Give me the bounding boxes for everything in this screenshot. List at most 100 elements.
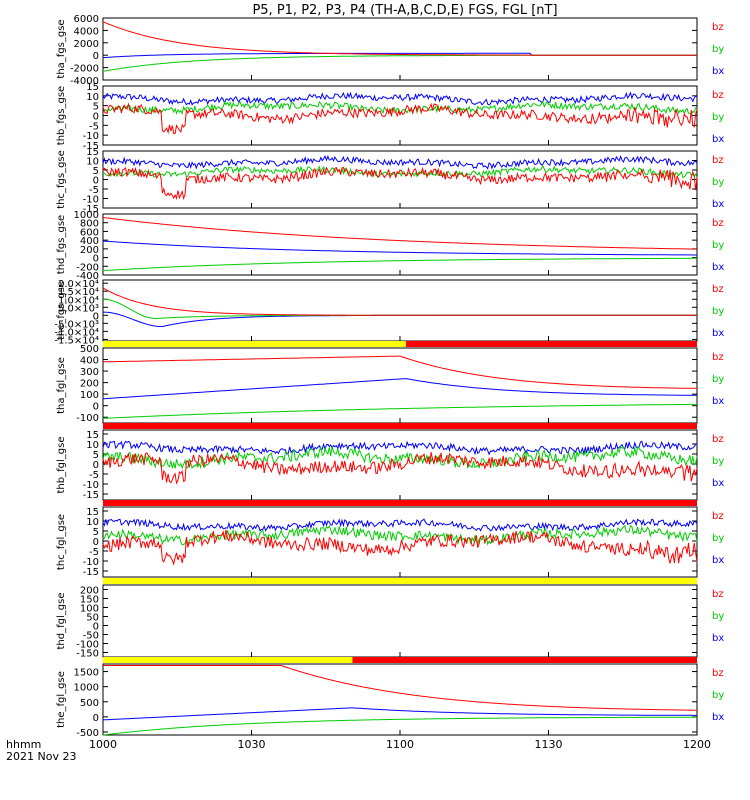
y-tick-label: 2.0×10⁴ <box>58 279 99 290</box>
y-tick-label: 0 <box>93 622 99 633</box>
legend-by: by <box>712 611 724 622</box>
panel-ylabel: thc_fgl_gse <box>56 514 67 570</box>
series-bx <box>102 91 698 106</box>
series-bz <box>102 102 698 135</box>
series-by <box>103 164 698 179</box>
flag-bar-segment <box>352 657 697 663</box>
series-by <box>102 403 698 419</box>
legend-bz: bz <box>712 352 724 363</box>
flag-bar-segment <box>405 341 697 347</box>
y-tick-label: 4000 <box>74 26 99 37</box>
y-tick-label: -10 <box>83 480 99 491</box>
legend-bx: bx <box>712 328 724 339</box>
y-tick-label: -4000 <box>70 76 99 87</box>
legend-by: by <box>712 533 724 544</box>
y-tick-label: 10 <box>86 92 99 103</box>
panel-ylabel: thd_fgl_gse <box>56 593 67 650</box>
y-tick-label: -5 <box>89 185 99 196</box>
y-tick-label: 100 <box>80 604 99 615</box>
series-bx <box>102 240 697 256</box>
series-by <box>102 716 697 736</box>
y-tick-label: 0 <box>93 460 99 471</box>
y-tick-label: -100 <box>76 413 99 424</box>
y-tick-label: 1.0×10⁴ <box>58 295 99 306</box>
y-tick-label: 1000 <box>74 210 99 221</box>
y-tick-label: 0 <box>93 713 99 724</box>
x-tick-label: 1200 <box>683 738 711 751</box>
y-tick-label: 300 <box>80 367 99 378</box>
y-tick-label: 5 <box>93 450 99 461</box>
y-tick-label: 0 <box>93 176 99 187</box>
flag-bar-segment <box>103 578 697 584</box>
legend-bz: bz <box>712 589 724 600</box>
y-tick-label: 0 <box>93 112 99 123</box>
legend-by: by <box>712 177 724 188</box>
panel-the_fgl_gse: the_fgl_gse 1500 1000 500 0 -500 bz by bx <box>56 657 724 739</box>
x-tick-label: 1100 <box>386 738 414 751</box>
y-tick-label: 500 <box>80 698 99 709</box>
y-tick-label: -10 <box>83 195 99 206</box>
panels: tha_fgs_gse 6000400020000-2000-4000bzbybx… <box>54 14 724 739</box>
series-by <box>103 257 697 272</box>
y-tick-label: -200 <box>76 262 99 273</box>
legend-bx: bx <box>712 478 724 489</box>
legend-bz: bz <box>712 284 724 295</box>
y-tick-label: 400 <box>80 356 99 367</box>
panel-ylabel: thc_fgs_gse <box>56 150 67 209</box>
date-label: 2021 Nov 23 <box>6 750 76 763</box>
y-tick-label: 5 <box>93 527 99 538</box>
y-tick-label: -5 <box>89 547 99 558</box>
panel-ylabel: thd_fgs_gse <box>56 215 67 274</box>
y-tick-label: 800 <box>80 219 99 230</box>
y-tick-label: 15 <box>86 147 99 158</box>
flag-bar-segment <box>103 423 697 429</box>
panel-frame <box>102 150 698 209</box>
y-tick-label: -10 <box>83 557 99 568</box>
series-bz <box>103 665 697 711</box>
flag-bar-segment <box>103 341 406 347</box>
series-by <box>102 54 697 72</box>
legend-by: by <box>712 690 724 701</box>
legend-bz: bz <box>712 22 724 33</box>
legend-by: by <box>712 240 724 251</box>
panel-frame <box>102 663 698 736</box>
y-tick-label: 0 <box>93 254 99 265</box>
legend-by: by <box>712 456 724 467</box>
series-bz <box>102 287 697 316</box>
y-tick-label: 10 <box>86 157 99 168</box>
y-tick-label: -15 <box>83 204 99 215</box>
y-tick-label: 1000 <box>74 683 99 694</box>
panel-ylabel: thb_fgl_gse <box>56 437 67 494</box>
y-tick-label: 200 <box>80 379 99 390</box>
chart-title: P5, P1, P2, P3, P4 (TH-A,B,C,D,E) FGS, F… <box>252 3 557 18</box>
y-tick-label: 0 <box>93 402 99 413</box>
series-bx <box>102 440 698 456</box>
legend-bz: bz <box>712 90 724 101</box>
series-bz <box>102 529 698 566</box>
x-tick-labels: 1000 1030 1100 1130 1200 <box>89 738 711 751</box>
y-tick-label: -5 <box>89 470 99 481</box>
legend-bz: bz <box>712 668 724 679</box>
legend-by: by <box>712 44 724 55</box>
y-tick-label: 10 <box>86 440 99 451</box>
y-tick-label: 150 <box>80 595 99 606</box>
y-tick-label: -50 <box>83 631 99 642</box>
y-tick-label: -5 <box>89 121 99 132</box>
series-bx <box>102 154 698 170</box>
series-bz <box>102 452 698 485</box>
y-tick-label: 400 <box>80 236 99 247</box>
legend-bx: bx <box>712 134 724 145</box>
legend-bx: bx <box>712 555 724 566</box>
series-by <box>102 445 698 470</box>
legend-by: by <box>712 374 724 385</box>
y-tick-label: -15 <box>83 567 99 578</box>
y-tick-label: 15 <box>86 82 99 93</box>
y-tick-label: 5 <box>93 102 99 113</box>
y-tick-label: -1.0×10⁴ <box>54 327 99 338</box>
